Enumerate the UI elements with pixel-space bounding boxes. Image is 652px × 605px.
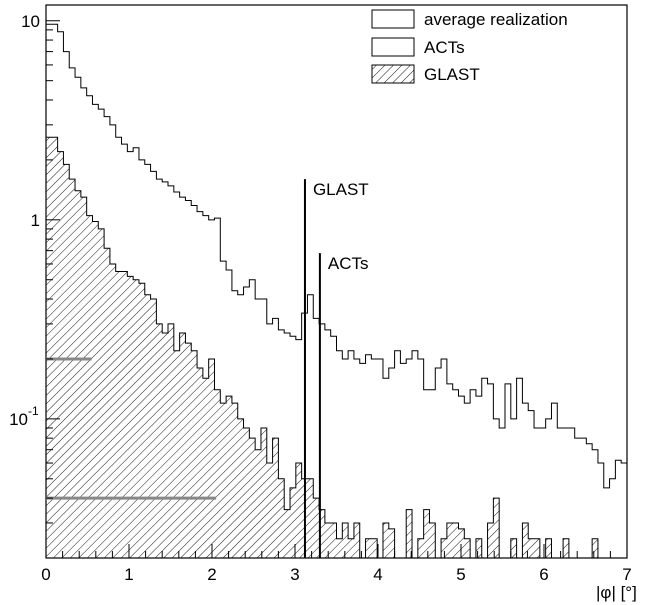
y-tick-label-0.1-base: 10 [9, 410, 28, 429]
grey-level-lines [46, 357, 217, 500]
x-tick-label-3: 3 [290, 565, 299, 584]
marker-label-glast: GLAST [313, 180, 369, 199]
y-tick-label-1: 1 [31, 211, 40, 230]
threshold-markers: GLAST ACTs [303, 179, 369, 558]
x-tick-label-5: 5 [456, 565, 465, 584]
legend-label-average: average realization [424, 10, 568, 29]
legend: average realization ACTs GLAST [371, 9, 568, 84]
x-tick-label-7: 7 [622, 565, 631, 584]
y-tick-label-10: 10 [21, 12, 40, 31]
legend-label-glast: GLAST [424, 65, 480, 84]
x-tick-label-2: 2 [207, 565, 216, 584]
x-axis: 0 1 2 3 4 5 6 7 [41, 544, 632, 584]
legend-swatch-glast [371, 64, 415, 84]
x-tick-label-4: 4 [373, 565, 382, 584]
legend-label-acts: ACTs [424, 38, 465, 57]
acts-histogram-line [46, 23, 627, 489]
acts-histogram [46, 23, 627, 489]
legend-swatch-acts [371, 37, 415, 57]
x-tick-label-0: 0 [41, 565, 50, 584]
legend-swatch-average [371, 9, 415, 29]
x-axis-label: |φ| [°] [596, 583, 637, 602]
x-tick-label-1: 1 [124, 565, 133, 584]
x-tick-label-6: 6 [539, 565, 548, 584]
marker-label-acts: ACTs [328, 254, 369, 273]
y-tick-label-0.1-exponent: -1 [28, 404, 39, 418]
